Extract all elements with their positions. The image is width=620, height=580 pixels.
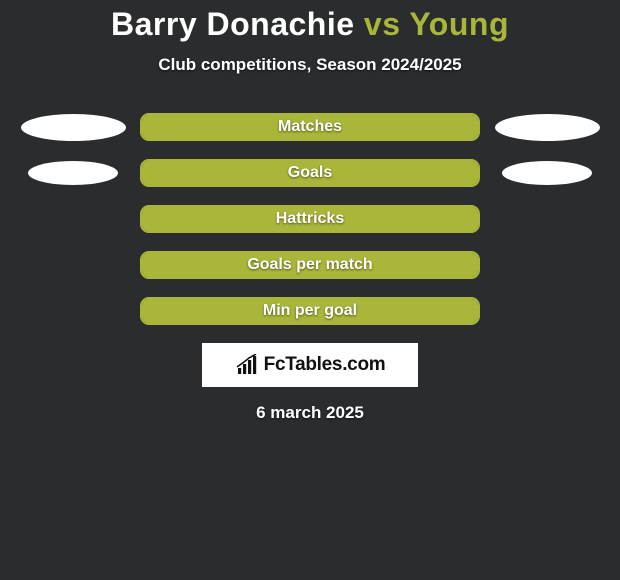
logo-text: FcTables.com — [264, 354, 386, 376]
title-vs: vs — [355, 6, 410, 42]
title-player1: Barry Donachie — [111, 6, 355, 42]
snapshot-date: 6 march 2025 — [0, 403, 620, 423]
page-title: Barry Donachie vs Young — [0, 0, 620, 43]
comparison-row: Goals — [8, 159, 612, 187]
right-player-cell — [482, 161, 612, 185]
fctables-logo: FcTables.com — [202, 343, 418, 387]
comparison-rows: 5Matches Goals Hattricks Goals per match Min… — [0, 113, 620, 325]
left-player-cell — [8, 161, 138, 185]
player-avatar-placeholder — [502, 161, 592, 185]
stat-bar-fill-right — [142, 207, 478, 231]
comparison-row: 5Matches — [8, 113, 612, 141]
bar-chart-icon — [235, 354, 261, 376]
subtitle: Club competitions, Season 2024/2025 — [0, 55, 620, 75]
stat-bar: Goals per match — [140, 251, 480, 279]
player-avatar-placeholder — [28, 161, 118, 185]
stat-bar: 5Matches — [140, 113, 480, 141]
comparison-row: Goals per match — [8, 251, 612, 279]
stat-bar: Min per goal — [140, 297, 480, 325]
stat-bar-fill-right — [142, 161, 478, 185]
player-avatar-placeholder — [495, 114, 600, 141]
stat-bar-wrap: Goals per match — [138, 251, 482, 279]
comparison-row: Hattricks — [8, 205, 612, 233]
right-player-cell — [482, 114, 612, 141]
left-player-cell — [8, 114, 138, 141]
stat-bar-fill-right — [142, 299, 478, 323]
stat-bar-fill-right — [142, 115, 478, 139]
player-avatar-placeholder — [21, 114, 126, 141]
stat-bar: Hattricks — [140, 205, 480, 233]
stat-bar-wrap: Goals — [138, 159, 482, 187]
stat-bar: Goals — [140, 159, 480, 187]
stat-bar-wrap: 5Matches — [138, 113, 482, 141]
title-player2: Young — [409, 6, 509, 42]
comparison-row: Min per goal — [8, 297, 612, 325]
stat-bar-wrap: Min per goal — [138, 297, 482, 325]
stat-bar-wrap: Hattricks — [138, 205, 482, 233]
stat-bar-fill-right — [142, 253, 478, 277]
